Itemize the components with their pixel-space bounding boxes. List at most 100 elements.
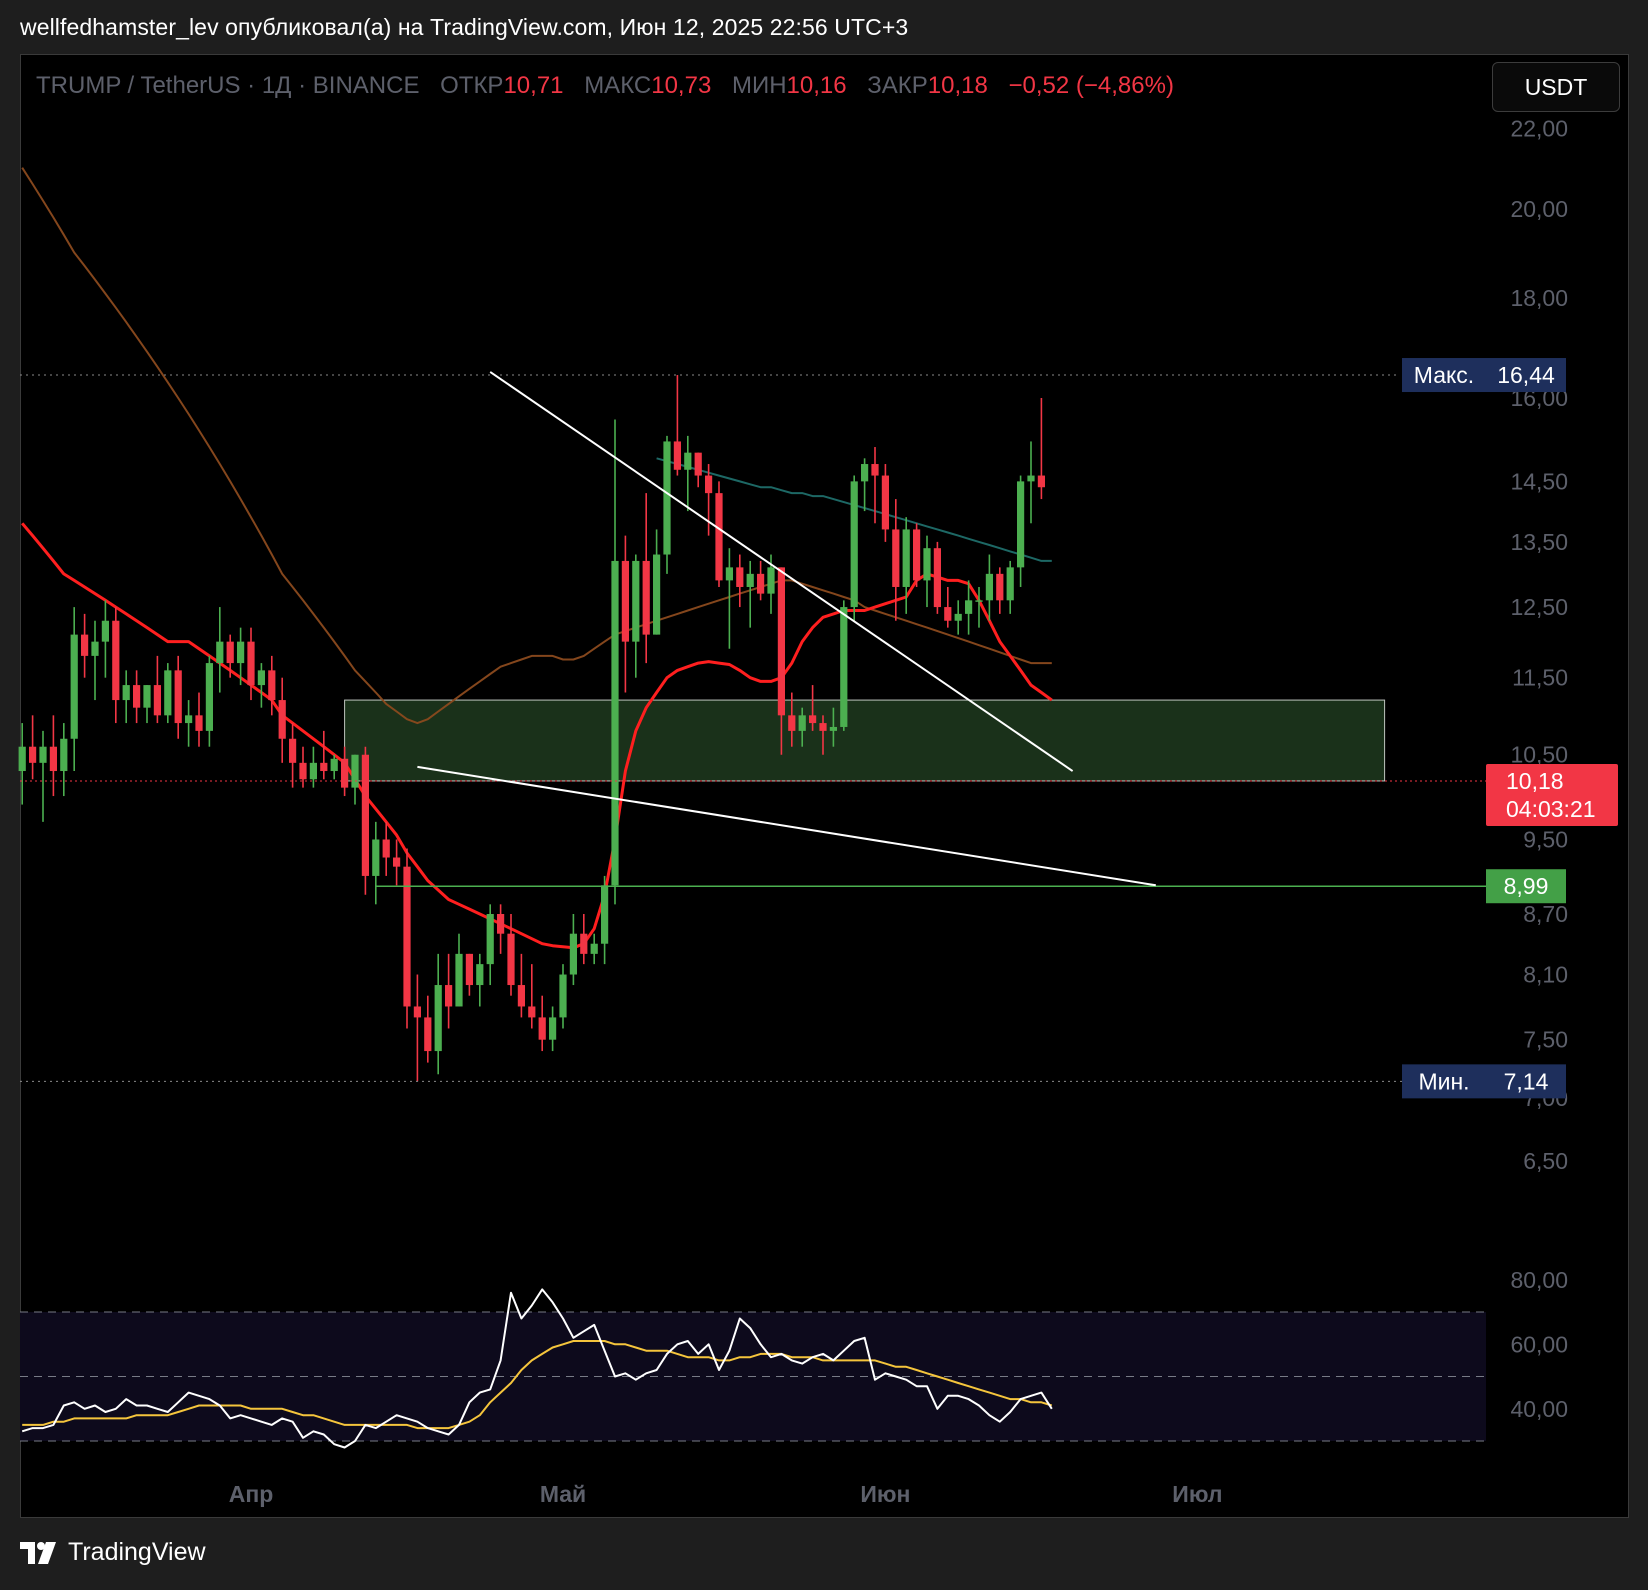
candle-body: [944, 607, 952, 621]
candle-body: [673, 441, 681, 470]
candle: [403, 848, 411, 1029]
candle: [330, 754, 338, 780]
low-label: МИН: [731, 72, 787, 99]
candle: [757, 560, 765, 601]
candle: [621, 535, 629, 693]
candle: [81, 613, 89, 678]
candle: [49, 715, 57, 797]
candle-body: [1017, 481, 1025, 568]
time-axis-label: Июл: [1172, 1481, 1222, 1507]
candle: [143, 685, 151, 724]
candle-body: [601, 885, 609, 944]
candle-body: [809, 715, 817, 724]
price-axis-tick: 22,00: [1510, 115, 1568, 141]
candle-body: [413, 1006, 421, 1018]
candle: [18, 723, 26, 805]
candle: [642, 493, 650, 664]
symbol-name[interactable]: TRUMP / TetherUS · 1Д · BINANCE: [36, 72, 420, 99]
candle: [601, 875, 609, 965]
candle-body: [767, 567, 775, 594]
candle-body: [133, 685, 141, 708]
candle-body: [257, 670, 265, 686]
candle: [413, 974, 421, 1082]
candle: [122, 670, 130, 724]
price-axis-tick: 13,50: [1510, 529, 1568, 555]
candle: [185, 700, 193, 747]
candle: [1027, 441, 1035, 524]
candle-body: [476, 964, 484, 986]
max-price-badge: Макс. 16,44: [1402, 358, 1566, 393]
candle: [517, 953, 525, 1018]
candle-body: [70, 634, 78, 739]
currency-selector-button[interactable]: USDT: [1492, 62, 1620, 112]
candle-body: [653, 554, 661, 635]
candle-body: [705, 475, 713, 494]
candle: [569, 914, 577, 986]
candle-body: [996, 573, 1004, 601]
price-axis-tick: 12,50: [1510, 594, 1568, 620]
candle-body: [29, 746, 37, 763]
candle-body: [351, 754, 359, 788]
candle-body: [559, 974, 567, 1018]
candle-body: [861, 464, 869, 482]
price-axis-tick: 9,50: [1523, 826, 1568, 852]
candle: [829, 707, 837, 747]
price-axis-tick: 20,00: [1510, 196, 1568, 222]
candle-body: [611, 560, 619, 886]
candle-body: [330, 758, 338, 772]
rsi-axis-tick: 80,00: [1510, 1267, 1568, 1293]
close-label: ЗАКР: [867, 72, 928, 99]
price-axis-tick: 6,50: [1523, 1148, 1568, 1174]
tradingview-brand[interactable]: TradingView: [20, 1538, 206, 1567]
candle: [611, 419, 619, 905]
price-axis-tick: 18,00: [1510, 285, 1568, 311]
price-axis-tick: 7,50: [1523, 1027, 1568, 1053]
candle-body: [621, 560, 629, 642]
candle-body: [1037, 475, 1045, 488]
candle: [788, 692, 796, 747]
candle: [29, 715, 37, 780]
candle-body: [954, 613, 962, 621]
price-axis-tick: 11,50: [1512, 665, 1568, 691]
candle-body: [1027, 475, 1035, 482]
tradingview-logo-icon: [20, 1541, 56, 1564]
candle: [341, 746, 349, 797]
candle: [372, 821, 380, 905]
last-price-bg: [1486, 763, 1618, 826]
support-price-badge-bg: [1486, 869, 1566, 904]
candle-body: [497, 914, 505, 934]
ema-fast-line: [21, 522, 1053, 950]
candle: [892, 499, 900, 621]
candle: [268, 655, 276, 716]
candle: [954, 600, 962, 635]
candle: [174, 655, 182, 739]
candle: [777, 567, 785, 755]
candle-body: [777, 567, 785, 716]
candle: [486, 904, 494, 986]
candle-body: [819, 723, 827, 731]
support-zone: [344, 699, 1386, 782]
candle-body: [517, 985, 525, 1007]
chart-frame[interactable]: [20, 54, 1629, 1518]
support-price-badge: 8,99: [1486, 869, 1566, 904]
candle-body: [49, 746, 57, 772]
candle: [299, 746, 307, 788]
price-axis-tick: 8,10: [1523, 962, 1568, 988]
candle-body: [361, 754, 369, 876]
candle: [507, 914, 515, 996]
publication-header: wellfedhamster_lev опубликовал(а) на Tra…: [20, 14, 909, 40]
candle: [289, 723, 297, 788]
candle-body: [715, 493, 723, 581]
rsi-line: [21, 1288, 1053, 1449]
candle-body: [684, 452, 692, 470]
low-value: 10,16: [786, 72, 847, 99]
candle-body: [985, 573, 993, 601]
candle-body: [434, 985, 442, 1052]
candle: [445, 953, 453, 1029]
candle-body: [850, 481, 858, 608]
candle-body: [289, 738, 297, 763]
candle: [798, 707, 806, 747]
candle-body: [237, 641, 245, 664]
candle-body: [933, 548, 941, 608]
